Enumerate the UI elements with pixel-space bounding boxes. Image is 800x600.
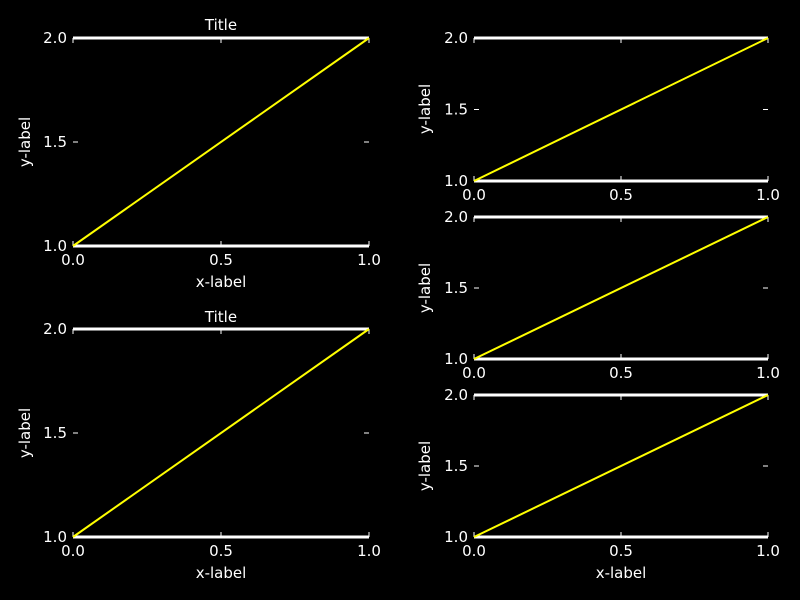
x-tick-label: 0.5 bbox=[609, 542, 633, 560]
y-tick-label: 2.0 bbox=[444, 208, 468, 226]
x-tick-label: 0.0 bbox=[462, 186, 486, 204]
y-axis-label: y-label bbox=[416, 263, 434, 313]
y-tick-label: 1.5 bbox=[444, 279, 468, 297]
x-tick-label: 0.0 bbox=[462, 364, 486, 382]
x-tick-label: 0.5 bbox=[209, 251, 233, 269]
subplot-top-right: y-label 0.0 0.5 1.0 1.0 1.5 2.0 bbox=[416, 29, 780, 204]
y-axis-label: y-label bbox=[416, 84, 434, 134]
x-axis-label: x-label bbox=[596, 564, 647, 582]
y-tick-label: 1.0 bbox=[444, 528, 468, 546]
x-tick-label: 0.5 bbox=[609, 186, 633, 204]
y-tick-label: 1.0 bbox=[444, 172, 468, 190]
x-tick-label: 0.5 bbox=[609, 364, 633, 382]
subplot-title: Title bbox=[204, 16, 237, 34]
y-tick-label: 1.0 bbox=[43, 528, 67, 546]
subplot-bottom-right: x-label y-label 0.0 0.5 1.0 1.0 1.5 2.0 bbox=[416, 386, 780, 582]
y-tick-label: 2.0 bbox=[444, 29, 468, 47]
y-tick-label: 2.0 bbox=[43, 320, 67, 338]
x-tick-label: 1.0 bbox=[756, 364, 780, 382]
y-tick-label: 1.5 bbox=[43, 424, 67, 442]
subplot-title: Title bbox=[204, 308, 237, 326]
y-tick-label: 1.0 bbox=[444, 350, 468, 368]
y-axis-label: y-label bbox=[16, 117, 34, 167]
x-tick-label: 0.0 bbox=[462, 542, 486, 560]
subplot-middle-right: y-label 0.0 0.5 1.0 1.0 1.5 2.0 bbox=[416, 208, 780, 382]
x-tick-label: 1.0 bbox=[357, 542, 381, 560]
y-tick-label: 2.0 bbox=[444, 386, 468, 404]
x-tick-label: 1.0 bbox=[756, 542, 780, 560]
subplot-top-left: Title x-label y-label 0.0 0.5 1.0 1.0 1.5 2.0 bbox=[16, 16, 381, 291]
x-tick-label: 1.0 bbox=[357, 251, 381, 269]
x-tick-label: 0.0 bbox=[61, 251, 85, 269]
series-line bbox=[72, 37, 370, 247]
y-axis-label: y-label bbox=[16, 408, 34, 458]
series-line bbox=[72, 328, 370, 538]
y-tick-label: 1.5 bbox=[444, 457, 468, 475]
x-tick-label: 1.0 bbox=[756, 186, 780, 204]
y-tick-label: 1.5 bbox=[43, 133, 67, 151]
subplot-bottom-left: Title x-label y-label 0.0 0.5 1.0 1.0 1.5 2.0 bbox=[16, 308, 381, 582]
x-tick-label: 0.5 bbox=[209, 542, 233, 560]
x-axis-label: x-label bbox=[196, 273, 247, 291]
series-line bbox=[473, 394, 769, 538]
series-line bbox=[473, 216, 769, 360]
y-tick-label: 2.0 bbox=[43, 29, 67, 47]
series-line bbox=[473, 37, 769, 182]
y-axis-label: y-label bbox=[416, 441, 434, 491]
y-tick-label: 1.0 bbox=[43, 237, 67, 255]
x-tick-label: 0.0 bbox=[61, 542, 85, 560]
y-tick-label: 1.5 bbox=[444, 101, 468, 119]
x-axis-label: x-label bbox=[196, 564, 247, 582]
